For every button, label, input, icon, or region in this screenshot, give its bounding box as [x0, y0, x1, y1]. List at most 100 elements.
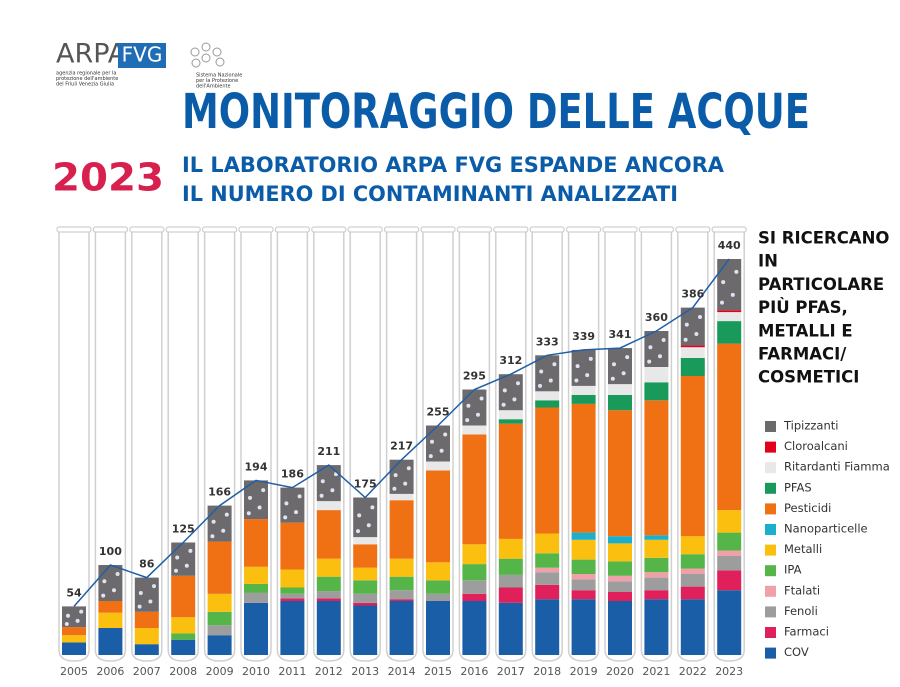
bar-segment [207, 611, 232, 626]
subtitle: IL NUMERO DI CONTAMINANTI ANALIZZATI [182, 182, 678, 206]
bar-segment [680, 345, 705, 348]
partner-caption: dell'Ambiente [196, 84, 231, 90]
bar-segment [462, 593, 487, 601]
x-tick-label: 2023 [715, 665, 743, 678]
bubble [210, 534, 215, 539]
bar-segment [353, 567, 378, 581]
bubble [539, 369, 544, 374]
bubble [175, 555, 180, 560]
bar-segment [316, 598, 341, 601]
tube-rim [274, 226, 310, 233]
bar-segment [280, 593, 305, 599]
total-label: 333 [536, 335, 559, 348]
side-note: METALLI E [758, 321, 853, 340]
bubble [66, 613, 70, 618]
bubble [610, 376, 615, 381]
bar-segment [280, 601, 305, 655]
bar-segment [680, 599, 705, 655]
bubble [476, 412, 480, 417]
x-tick-label: 2011 [278, 665, 306, 678]
bar-segment [244, 592, 268, 603]
bar-segment [389, 601, 414, 655]
bar-segment [680, 554, 705, 569]
bar-segment [316, 591, 341, 599]
bar-segment [171, 633, 196, 640]
bar-segment [462, 544, 487, 565]
bar-segment [244, 602, 268, 655]
legend-label: IPA [784, 563, 802, 577]
total-label: 339 [572, 330, 595, 343]
bubble [137, 604, 142, 609]
bar-segment [571, 599, 596, 655]
x-tick-label: 2008 [169, 665, 197, 678]
total-label: 100 [99, 545, 122, 558]
bubble [403, 481, 408, 486]
tube-rim [384, 226, 420, 233]
total-label: 175 [354, 478, 377, 491]
tube-rim [711, 226, 747, 233]
partner-icon [190, 42, 225, 68]
total-label: 217 [390, 440, 413, 453]
bubble [64, 621, 69, 626]
bar-segment [717, 312, 742, 322]
bar-segment [571, 532, 596, 540]
x-tick-label: 2018 [533, 665, 561, 678]
total-label: 194 [245, 460, 268, 473]
bubble [479, 396, 484, 401]
bar-segment [207, 593, 232, 612]
bar-segment [389, 590, 414, 600]
bubble [224, 512, 229, 517]
legend-swatch [765, 606, 776, 618]
bar-segment [535, 553, 560, 568]
bubble [284, 501, 289, 506]
bar-segment [389, 576, 414, 591]
bar-segment [62, 635, 86, 643]
bar-segment [608, 575, 632, 582]
bubble [439, 448, 444, 453]
bubble [661, 338, 666, 342]
bubble [720, 300, 724, 305]
bubble [101, 593, 106, 598]
bubble [221, 528, 226, 533]
tube-rim [420, 226, 456, 233]
bubble [184, 563, 189, 568]
bubble [443, 432, 448, 437]
bar-segment [498, 419, 523, 424]
tube-rim [456, 226, 492, 233]
legend-swatch [765, 441, 776, 453]
bubble [658, 354, 662, 359]
x-tick-label: 2013 [351, 665, 379, 678]
logo-caption: agenzia regionale per la [56, 71, 116, 77]
bar-segment [207, 541, 232, 594]
bubble [734, 269, 739, 274]
bar-segment [280, 522, 305, 570]
legend-swatch [765, 647, 776, 659]
bar-segment [280, 569, 305, 588]
bar-segment [535, 599, 560, 655]
bubble [188, 548, 193, 553]
total-label: 86 [139, 558, 155, 571]
bar-segment [644, 367, 669, 383]
bar-segment [353, 537, 378, 545]
legend-label: Tipizzanti [783, 419, 838, 433]
bar-segment [134, 644, 159, 655]
legend-label: Farmaci [784, 625, 829, 639]
bubble [694, 332, 699, 337]
bubble [730, 292, 735, 297]
bar-segment [608, 592, 632, 601]
bar-segment [316, 510, 341, 559]
bar-segment [535, 533, 560, 554]
bubble [574, 378, 579, 383]
bar-segment [62, 627, 86, 636]
bar-segment [62, 642, 86, 655]
bubble [516, 381, 520, 386]
bar-segment [608, 394, 632, 411]
bar-segment [680, 358, 705, 376]
x-tick-label: 2006 [96, 665, 124, 678]
bar-segment [462, 425, 487, 435]
bubble [428, 454, 433, 459]
bubble [257, 505, 262, 510]
bar-segment [535, 584, 560, 600]
bar-segment [644, 535, 669, 540]
bubble [152, 584, 156, 589]
